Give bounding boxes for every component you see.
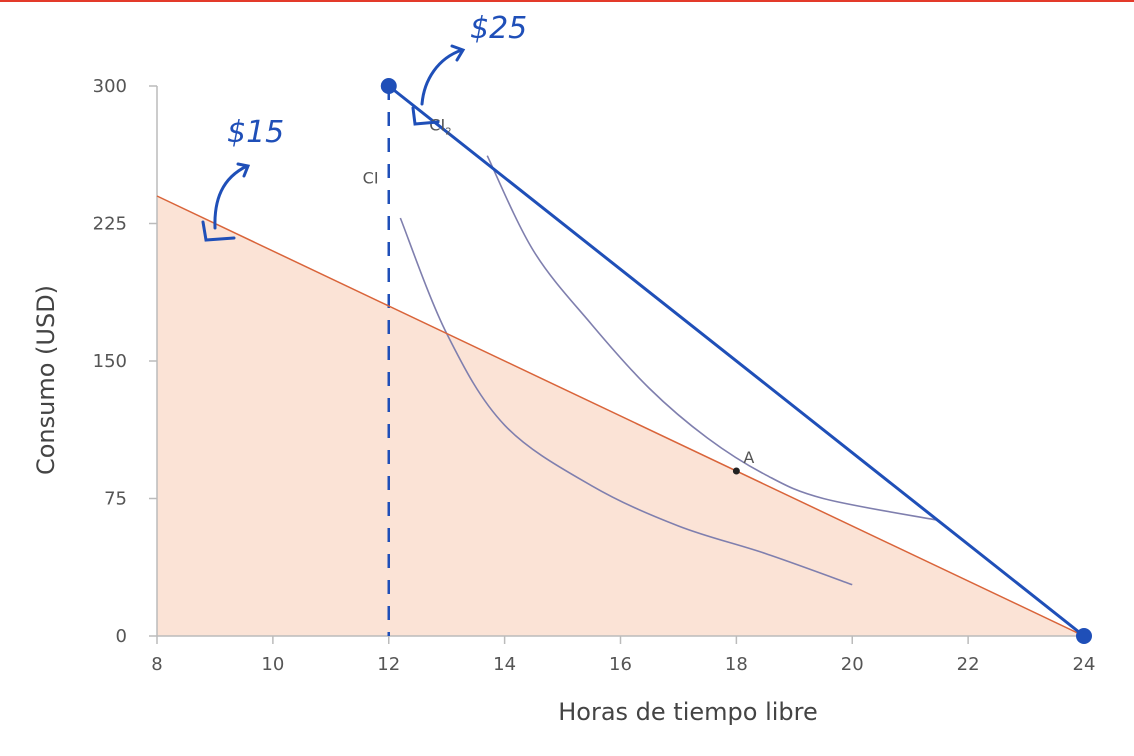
ticks: 0 75 150 225 300 8 10 12 14 16 18 20 22 24: [93, 76, 1096, 675]
y-tick-label: 0: [116, 626, 127, 647]
y-tick-label: 75: [104, 489, 127, 510]
x-tick-label: 12: [377, 654, 400, 675]
budget-25-start-dot: [380, 78, 397, 94]
x-tick-label: 8: [151, 654, 162, 675]
annotation-25: $25: [411, 11, 527, 126]
top-red-bar: [0, 0, 1134, 2]
series: CI CI2 A: [156, 78, 1092, 644]
x-tick-label: 14: [493, 654, 516, 675]
hand-angle-15: [201, 220, 236, 242]
indifference-curve-1: [399, 217, 853, 586]
point-a-label: A: [743, 448, 754, 467]
budget-line-15: [156, 195, 1085, 637]
plot-area: 0 75 150 225 300 8 10 12 14 16 18 20 22 24 CI CI2 A: [93, 76, 1096, 675]
budget-25-end-dot: [1076, 628, 1092, 644]
y-axis-title: Consumo (USD): [32, 285, 60, 475]
indifference-curve-2: [486, 155, 940, 522]
x-tick-label: 20: [841, 654, 864, 675]
x-axis-title: Horas de tiempo libre: [558, 698, 818, 726]
annotation-15: $15: [201, 115, 284, 242]
y-tick-label: 150: [93, 351, 127, 372]
hand-label-15: $15: [227, 115, 284, 150]
hand-label-25: $25: [470, 11, 527, 46]
x-tick-label: 22: [957, 654, 980, 675]
y-tick-label: 225: [93, 214, 127, 235]
hand-arrow-25: [420, 44, 466, 106]
point-a: [732, 467, 740, 475]
x-tick-label: 18: [725, 654, 748, 675]
ci-label: CI: [363, 169, 379, 188]
x-tick-label: 24: [1073, 654, 1096, 675]
y-tick-label: 300: [93, 76, 127, 97]
x-tick-label: 16: [609, 654, 632, 675]
budget-line-25: [387, 84, 1085, 638]
hand-angle-25: [411, 106, 440, 126]
x-tick-label: 10: [261, 654, 284, 675]
ci2-label: CI2: [429, 116, 451, 138]
hand-arrow-15: [213, 162, 251, 230]
